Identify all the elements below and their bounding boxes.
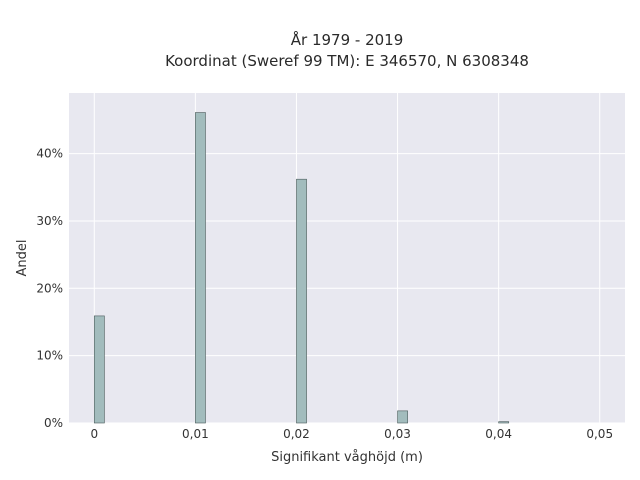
x-tick-label-1: 0,01 xyxy=(182,427,209,441)
x-tick-label-5: 0,05 xyxy=(586,427,613,441)
y-tick-label-2: 20% xyxy=(36,281,63,295)
y-tick-label-4: 40% xyxy=(36,147,63,161)
bar-2 xyxy=(296,178,307,424)
bar-3 xyxy=(397,410,408,424)
y-tick-label-3: 30% xyxy=(36,214,63,228)
plot-background xyxy=(69,93,625,423)
y-axis-ticks: 0% 10% 20% 30% 40% xyxy=(36,147,63,430)
x-tick-label-0: 0 xyxy=(90,427,98,441)
grid-lines xyxy=(69,93,625,424)
x-tick-label-3: 0,03 xyxy=(384,427,411,441)
bars xyxy=(93,112,510,424)
y-tick-label-1: 10% xyxy=(36,349,63,363)
x-axis-ticks: 0 0,01 0,02 0,03 0,04 0,05 xyxy=(90,427,613,441)
chart-title-line-2: Koordinat (Sweref 99 TM): E 346570, N 63… xyxy=(165,52,529,70)
x-tick-label-2: 0,02 xyxy=(283,427,310,441)
bar-0 xyxy=(93,315,105,424)
chart-title-line-1: År 1979 - 2019 xyxy=(291,30,404,49)
bar-1 xyxy=(195,112,206,424)
y-tick-label-0: 0% xyxy=(44,416,63,430)
x-tick-label-4: 0,04 xyxy=(485,427,512,441)
bar-4 xyxy=(498,421,510,424)
y-axis-label: Andel xyxy=(15,240,30,277)
x-axis-label: Signifikant våghöjd (m) xyxy=(271,450,423,465)
